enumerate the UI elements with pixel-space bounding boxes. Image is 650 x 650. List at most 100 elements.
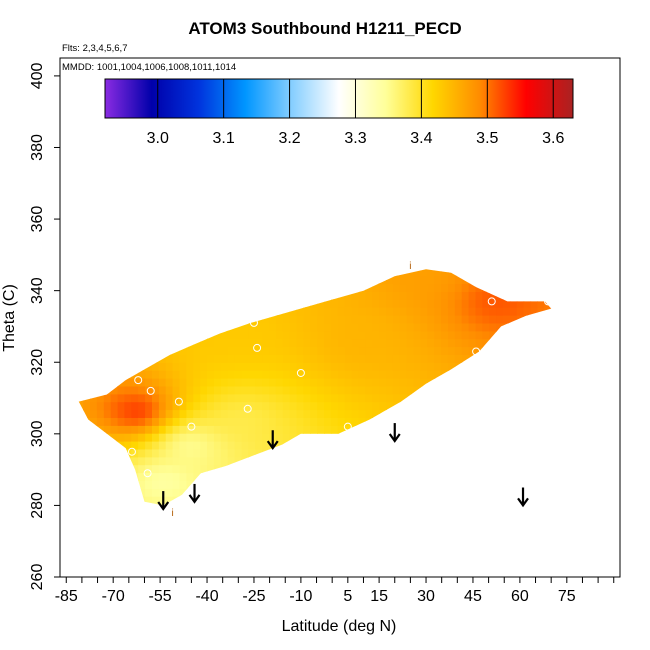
heatmap-cell	[379, 488, 387, 497]
heatmap-cell	[193, 322, 201, 332]
heatmap-cell	[420, 269, 428, 277]
heatmap-cell	[434, 315, 442, 324]
heatmap-cell	[379, 480, 387, 489]
heatmap-cell	[145, 322, 153, 332]
heatmap-cell	[531, 260, 539, 269]
heatmap-cell	[110, 425, 119, 434]
heatmap-cell	[516, 362, 525, 371]
heatmap-cell	[103, 378, 112, 387]
heatmap-cell	[200, 441, 208, 450]
heatmap-cell	[165, 425, 174, 434]
heatmap-cell	[110, 291, 119, 300]
heatmap-cell	[275, 346, 284, 355]
heatmap-cell	[138, 512, 146, 521]
heatmap-cell	[213, 378, 222, 387]
heatmap-cell	[117, 401, 126, 411]
heatmap-cell	[131, 370, 139, 379]
heatmap-cell	[530, 291, 538, 300]
heatmap-cell	[303, 409, 311, 418]
sample-point	[296, 368, 305, 377]
heatmap-cell	[509, 441, 518, 450]
heatmap-cell	[213, 417, 222, 426]
heatmap-cell	[413, 496, 421, 505]
heatmap-cell	[530, 496, 538, 505]
heatmap-cell	[207, 448, 215, 458]
heatmap-cell	[516, 338, 525, 348]
heatmap-cell	[406, 448, 415, 458]
heatmap-cell	[69, 394, 77, 403]
heatmap-cell	[103, 338, 112, 348]
heatmap-cell	[482, 488, 490, 497]
heatmap-cell	[324, 385, 332, 395]
heatmap-cell	[468, 330, 477, 340]
heatmap-cell	[138, 480, 146, 489]
heatmap-cell	[138, 488, 146, 497]
heatmap-cell	[248, 441, 256, 450]
heatmap-cell	[145, 496, 153, 505]
heatmap-cell	[207, 504, 215, 506]
heatmap-cell	[310, 362, 318, 371]
heatmap-cell	[530, 456, 538, 466]
heatmap-cell	[544, 417, 552, 426]
heatmap-cell	[496, 315, 504, 324]
sample-point	[187, 422, 196, 431]
heatmap-cell	[399, 346, 408, 355]
heatmap-cell	[138, 338, 146, 348]
heatmap-cell	[69, 504, 77, 513]
heatmap-cell	[124, 425, 132, 434]
heatmap-cell	[420, 283, 428, 292]
heatmap-cell	[96, 425, 105, 434]
heatmap-cell	[496, 322, 504, 332]
heatmap-cell	[296, 330, 304, 340]
heatmap-cell	[468, 448, 477, 458]
heatmap-cell	[248, 433, 256, 442]
heatmap-cell	[469, 260, 477, 269]
heatmap-cell	[310, 330, 318, 340]
heatmap-cell	[399, 330, 408, 340]
heatmap-cell	[78, 472, 84, 481]
heatmap-cell	[255, 488, 263, 497]
heatmap-cell	[234, 322, 243, 332]
heatmap-cell	[227, 409, 236, 418]
heatmap-cell	[213, 425, 222, 434]
heatmap-cell	[248, 362, 256, 371]
heatmap-cell	[482, 417, 490, 426]
heatmap-cell	[468, 378, 477, 387]
heatmap-cell	[496, 385, 504, 395]
heatmap-cell	[551, 496, 552, 505]
heatmap-cell	[399, 385, 408, 395]
heatmap-cell	[69, 457, 77, 466]
heatmap-cell	[523, 322, 532, 332]
heatmap-cell	[227, 315, 236, 324]
heatmap-cell	[241, 441, 249, 450]
heatmap-cell	[145, 275, 153, 285]
heatmap-cell	[110, 441, 119, 450]
heatmap-cell	[83, 456, 91, 466]
heatmap-cell	[379, 425, 387, 434]
heatmap-cell	[179, 338, 187, 348]
heatmap-cell	[207, 346, 215, 355]
heatmap-cell	[227, 472, 236, 481]
heatmap-cell	[159, 260, 167, 269]
heatmap-cell	[496, 448, 504, 458]
heatmap-cell	[551, 472, 552, 481]
heatmap-cell	[337, 409, 346, 418]
heatmap-cell	[337, 269, 346, 277]
heatmap-cell	[434, 322, 442, 332]
heatmap-cell	[503, 307, 511, 316]
heatmap-cell	[145, 291, 153, 300]
heatmap-cell	[344, 330, 353, 340]
heatmap-cell	[523, 488, 532, 497]
heatmap-cell	[551, 275, 552, 285]
heatmap-cell	[152, 354, 160, 363]
heatmap-cell	[441, 378, 449, 387]
heatmap-cell	[392, 307, 401, 316]
heatmap-cell	[358, 338, 366, 348]
heatmap-cell	[255, 275, 263, 285]
heatmap-cell	[241, 346, 249, 355]
heatmap-cell	[530, 370, 538, 379]
heatmap-cell	[310, 269, 318, 277]
heatmap-cell	[310, 448, 318, 458]
heatmap-cell	[165, 338, 174, 348]
heatmap-cell	[406, 385, 415, 395]
